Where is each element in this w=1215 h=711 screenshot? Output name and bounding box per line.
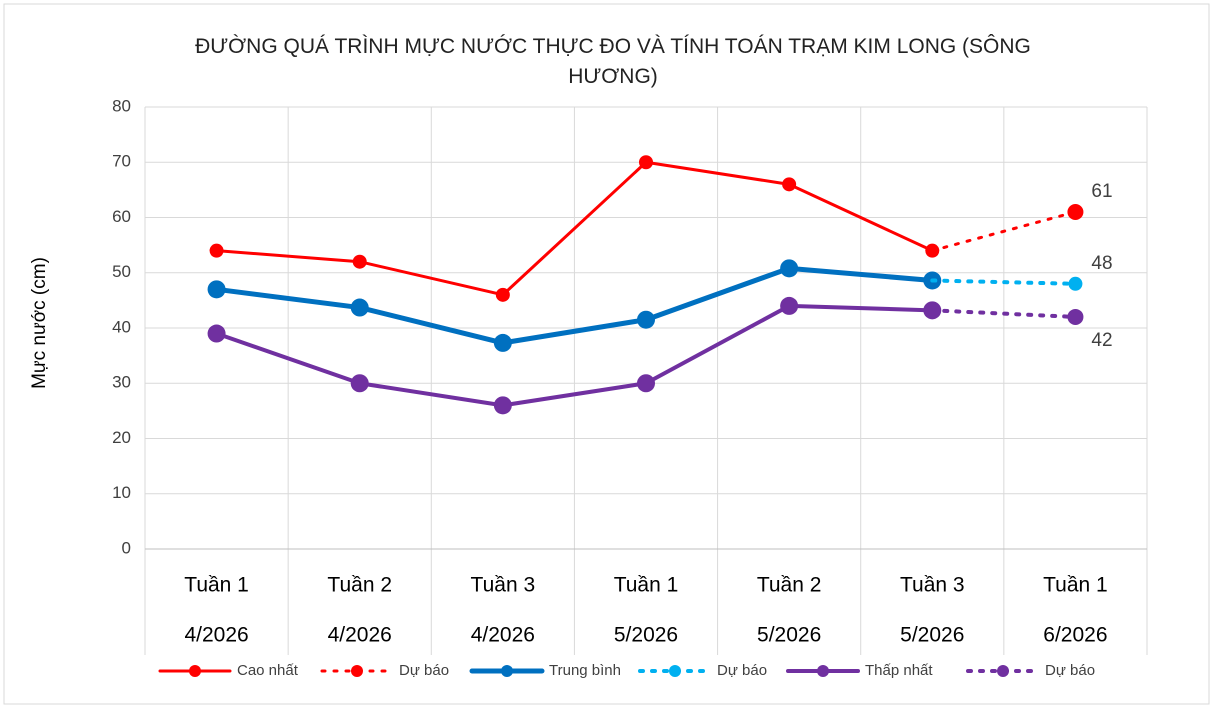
marker [352, 254, 367, 269]
series-line [930, 278, 1078, 286]
marker [782, 177, 797, 192]
legend-label: Cao nhất [237, 662, 299, 679]
legend-marker [669, 665, 681, 677]
series-line [930, 308, 1078, 319]
marker [493, 333, 512, 352]
y-tick-label: 80 [112, 96, 131, 115]
legend-label: Trung bình [549, 662, 621, 679]
y-tick-label: 40 [112, 317, 131, 336]
marker [493, 396, 512, 415]
marker [350, 374, 369, 393]
x-tick-label: 4/2026 [184, 624, 248, 647]
x-tick-label: Tuần 2 [757, 574, 822, 597]
x-tick-label: Tuần 2 [327, 574, 392, 597]
y-tick-label: 10 [112, 483, 131, 502]
series-line [214, 265, 935, 346]
y-tick-label: 20 [112, 428, 131, 447]
chart-title: ĐƯỜNG QUÁ TRÌNH MỰC NƯỚC THỰC ĐO VÀ TÍNH… [195, 35, 1031, 88]
legend-marker [501, 665, 513, 677]
marker [639, 155, 653, 170]
legend-label: Dự báo [1045, 662, 1095, 679]
legend-marker [997, 665, 1009, 677]
legend-label: Dự báo [399, 662, 449, 679]
data-label: 61 [1091, 181, 1112, 202]
x-tick-label: Tuần 1 [1043, 574, 1108, 597]
x-tick-label: 4/2026 [328, 624, 392, 647]
marker [637, 310, 655, 329]
x-tick-label: Tuần 3 [900, 574, 965, 597]
marker [350, 298, 369, 317]
y-axis-label: Mực nước (cm) [29, 257, 50, 389]
chart-border [3, 3, 1210, 705]
data-label: 48 [1091, 253, 1112, 274]
marker [1067, 203, 1084, 220]
legend-label: Thấp nhất [865, 662, 933, 679]
x-tick-label: Tuần 1 [184, 574, 249, 597]
marker [780, 259, 799, 278]
x-tick-label: Tuần 3 [471, 574, 536, 597]
y-tick-label: 0 [122, 538, 131, 557]
x-tick-label: 6/2026 [1043, 624, 1107, 647]
y-tick-label: 50 [112, 262, 131, 281]
x-tick-label: 4/2026 [471, 624, 535, 647]
marker [637, 374, 655, 393]
series-line [930, 210, 1077, 253]
x-tick-label: 5/2026 [900, 624, 964, 647]
x-tick-label: 5/2026 [757, 624, 821, 647]
marker [207, 280, 226, 299]
marker [780, 296, 799, 315]
x-tick-label: 5/2026 [614, 624, 678, 647]
marker [209, 243, 224, 258]
data-label: 42 [1091, 330, 1112, 351]
legend-marker [351, 665, 363, 677]
y-tick-label: 30 [112, 373, 131, 392]
marker [495, 287, 510, 302]
y-tick-label: 70 [112, 152, 131, 171]
series-line [214, 303, 935, 408]
legend-marker [817, 665, 829, 677]
legend-marker [189, 665, 201, 677]
x-tick-label: Tuần 1 [614, 574, 679, 597]
marker [207, 324, 226, 343]
marker [1068, 276, 1083, 291]
series-line [215, 160, 934, 297]
y-tick-label: 60 [112, 207, 131, 226]
marker [1067, 308, 1084, 325]
legend-label: Dự báo [717, 662, 767, 679]
